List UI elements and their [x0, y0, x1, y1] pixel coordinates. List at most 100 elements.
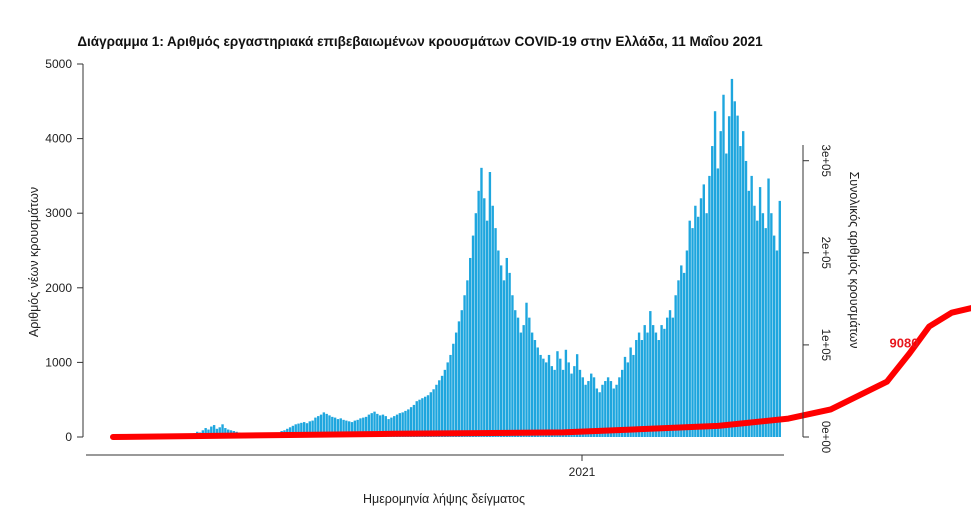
bar-150	[533, 340, 537, 437]
bar-74	[319, 414, 323, 437]
bar-132	[483, 198, 486, 437]
bar-134	[488, 172, 492, 437]
bar-80	[336, 419, 340, 437]
bar-146	[522, 325, 525, 437]
bar-115	[435, 384, 438, 437]
bar-136	[494, 228, 497, 437]
bar-225	[744, 160, 748, 438]
bar-178	[612, 388, 615, 437]
bar-127	[469, 257, 472, 437]
bar-140	[505, 257, 508, 437]
bar-142	[511, 295, 514, 437]
bar-207	[694, 205, 697, 437]
bar-143	[514, 310, 517, 437]
bar-152	[539, 354, 542, 437]
bar-161	[564, 349, 568, 437]
bar-174	[601, 384, 604, 437]
bar-220	[730, 78, 734, 438]
bar-214	[713, 111, 717, 437]
bar-208	[696, 216, 700, 437]
bar-157	[553, 369, 556, 437]
bar-173	[598, 392, 601, 437]
bar-38	[218, 427, 221, 437]
bar-155	[547, 354, 551, 437]
right-axis-title: Συνολικός αριθμός κρουσμάτων	[847, 172, 861, 349]
bar-105	[407, 409, 410, 437]
bar-193	[654, 332, 658, 437]
bar-95	[378, 415, 382, 437]
bar-175	[604, 381, 607, 437]
bar-86	[353, 420, 357, 437]
bar-160	[561, 369, 565, 437]
bar-171	[592, 377, 596, 437]
bar-119	[446, 362, 449, 437]
right-tick-label-2: 2e+05	[819, 237, 831, 269]
bar-87	[356, 419, 359, 437]
bar-100	[393, 416, 396, 437]
bar-138	[499, 265, 503, 437]
bar-222	[736, 115, 739, 438]
bar-176	[606, 377, 610, 437]
bar-78	[331, 416, 334, 437]
bar-series	[111, 78, 781, 438]
bar-70	[308, 421, 311, 437]
bar-76	[325, 413, 328, 437]
cumulative-cases-line	[110, 305, 971, 440]
bar-101	[395, 414, 399, 437]
bar-73	[317, 416, 320, 437]
bar-219	[727, 116, 731, 437]
bar-97	[384, 416, 387, 437]
bar-121	[452, 343, 455, 437]
bar-113	[429, 392, 432, 437]
bar-69	[305, 423, 309, 437]
bar-172	[595, 388, 599, 437]
bar-153	[542, 358, 545, 437]
bar-133	[485, 220, 489, 437]
bar-144	[516, 317, 520, 437]
bar-94	[376, 413, 379, 437]
bar-198	[668, 310, 672, 437]
bar-189	[643, 325, 646, 437]
bar-116	[438, 380, 441, 437]
right-tick-label-0: 0e+00	[819, 421, 831, 453]
bar-148	[528, 317, 531, 437]
left-tick-label-5: 5000	[45, 57, 72, 71]
bar-98	[387, 419, 390, 437]
bar-122	[454, 332, 458, 437]
left-axis-ticks: 0 1000 2000 3000 4000 5000	[45, 57, 83, 444]
bar-224	[742, 131, 745, 437]
bar-114	[432, 389, 435, 437]
bar-82	[342, 419, 345, 437]
bar-68	[302, 422, 306, 437]
bar-211	[705, 213, 708, 437]
bar-102	[398, 413, 402, 437]
chart-title: Διάγραμμα 1: Αριθμός εργαστηριακά επιβεβ…	[77, 34, 763, 49]
bar-228	[753, 205, 756, 437]
bar-117	[440, 375, 444, 437]
bar-185	[632, 354, 635, 437]
bar-145	[519, 332, 523, 437]
bar-65	[294, 424, 297, 437]
bar-67	[300, 422, 303, 437]
bar-165	[575, 354, 579, 437]
bar-120	[449, 354, 452, 437]
bar-210	[702, 184, 705, 437]
bar-170	[590, 373, 593, 437]
left-tick-label-0: 0	[65, 430, 72, 444]
bar-64	[291, 425, 295, 437]
bar-159	[559, 358, 562, 437]
bar-205	[688, 220, 691, 437]
bar-125	[463, 295, 466, 437]
bar-149	[530, 332, 534, 437]
bar-166	[578, 369, 582, 437]
bar-39	[221, 424, 224, 437]
bar-84	[348, 421, 351, 437]
bar-107	[412, 404, 416, 437]
bar-158	[556, 351, 559, 437]
bar-91	[367, 414, 371, 437]
bar-71	[311, 420, 314, 437]
bar-199	[671, 317, 675, 437]
bar-162	[567, 362, 570, 437]
bar-235	[772, 235, 776, 437]
bar-66	[297, 423, 300, 437]
